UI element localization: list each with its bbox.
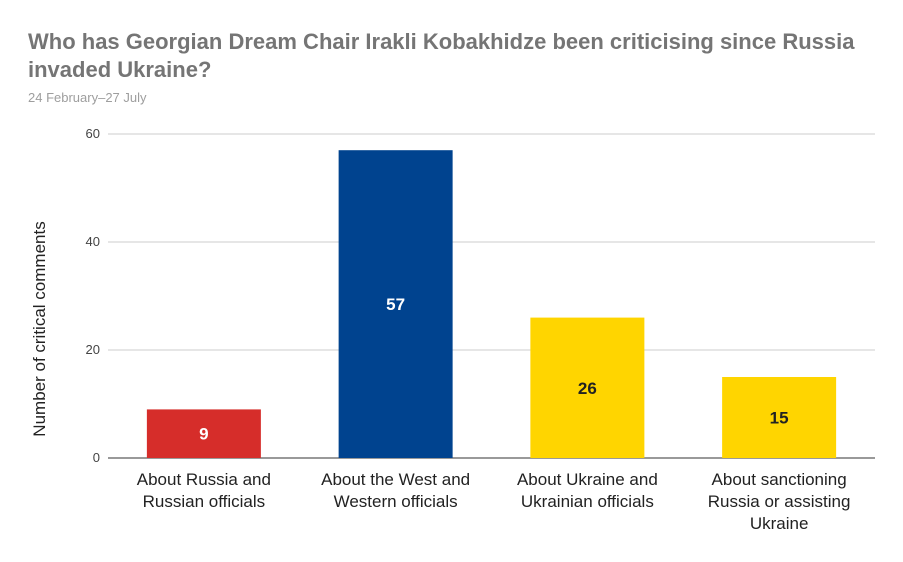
y-tick-label: 20 [86, 342, 100, 357]
chart-subtitle: 24 February–27 July [28, 90, 147, 105]
bars [146, 150, 837, 458]
data-label: 15 [770, 409, 789, 428]
x-category-label: About Ukraine and Ukrainian officials [517, 470, 658, 511]
x-category-label: About sanctioning Russia or assisting Ukra… [708, 470, 851, 533]
data-labels: 9 57 26 15 [199, 295, 788, 444]
y-axis-label: Number of critical comments [30, 221, 49, 436]
y-tick-label: 40 [86, 234, 100, 249]
x-axis-categories: About Russia and Russian officials About t… [137, 470, 851, 533]
y-tick-label: 0 [93, 450, 100, 465]
bar [530, 317, 645, 458]
bar [146, 409, 261, 458]
bar [338, 150, 453, 458]
data-label: 57 [386, 295, 405, 314]
x-category-label: About Russia and Russian officials [137, 470, 271, 511]
data-label: 26 [578, 379, 597, 398]
bar [722, 377, 837, 458]
y-axis-ticks: 0 20 40 60 [86, 126, 100, 465]
data-label: 9 [199, 425, 208, 444]
x-category-label: About the West and Western officials [321, 470, 470, 511]
chart-title: Who has Georgian Dream Chair Irakli Koba… [28, 29, 855, 82]
y-tick-label: 60 [86, 126, 100, 141]
